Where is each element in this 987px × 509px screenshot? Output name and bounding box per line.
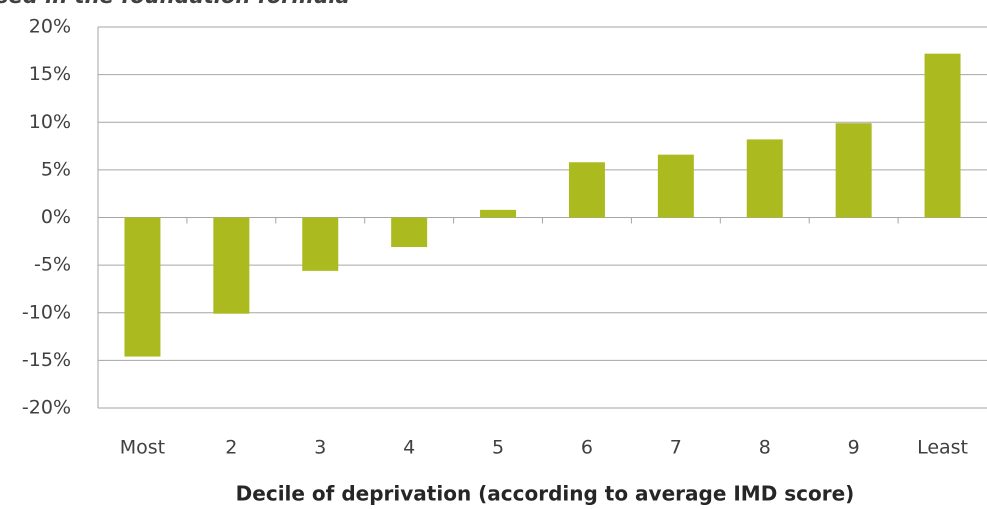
x-axis-label: Decile of deprivation (according to aver…: [236, 482, 855, 506]
bar: [746, 139, 783, 218]
x-tick-label: 7: [670, 437, 682, 459]
bar: [302, 217, 339, 271]
bar: [924, 53, 961, 218]
x-tick-label: 6: [581, 437, 593, 459]
x-tick-label: 3: [314, 437, 326, 459]
y-tick-label: -10%: [22, 301, 71, 323]
y-tick-label: 20%: [29, 16, 71, 38]
y-tick-label: 0%: [41, 206, 71, 228]
y-tick-label: -20%: [22, 397, 71, 419]
bar: [391, 217, 428, 248]
x-tick-label: 2: [225, 437, 237, 459]
x-tick-label: 8: [759, 437, 771, 459]
x-tick-label: Least: [917, 437, 968, 459]
bar: [568, 162, 605, 218]
bar: [480, 209, 517, 218]
x-tick-label: 9: [848, 437, 860, 459]
y-tick-label: -5%: [34, 254, 71, 276]
bar: [657, 154, 694, 218]
bar: [835, 123, 872, 218]
y-tick-label: 5%: [41, 158, 71, 180]
x-tick-label: 5: [492, 437, 504, 459]
chart-title: sed in the foundation formula: [0, 0, 350, 8]
y-tick-label: 15%: [29, 63, 71, 85]
x-tick-label: 4: [403, 437, 415, 459]
x-tick-label: Most: [120, 437, 165, 459]
bar: [213, 217, 250, 314]
y-tick-label: -15%: [22, 349, 71, 371]
bar: [124, 217, 161, 357]
y-tick-label: 10%: [29, 111, 71, 133]
